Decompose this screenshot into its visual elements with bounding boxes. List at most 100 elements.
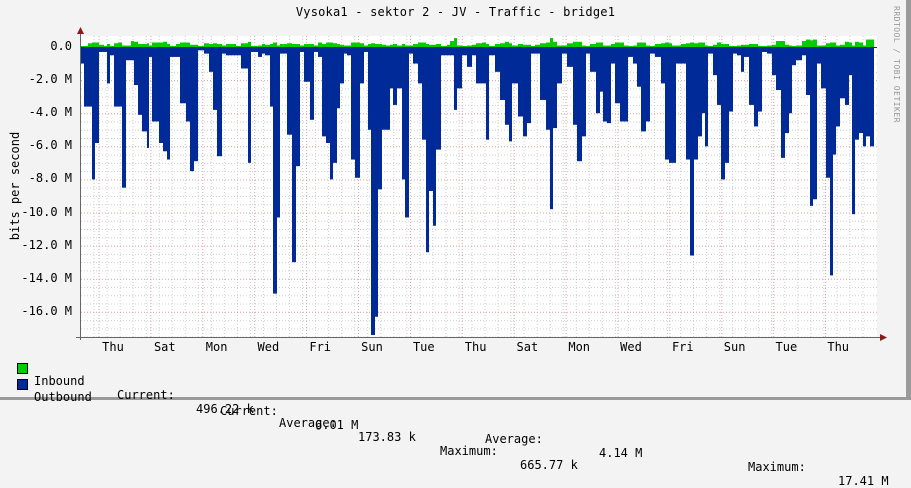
outbound-bar — [550, 47, 553, 210]
inbound-bar — [142, 44, 147, 47]
outbound-bar — [99, 47, 104, 52]
outbound-bar — [450, 47, 454, 56]
inbound-bar — [287, 43, 292, 47]
outbound-bar — [405, 47, 409, 218]
outbound-bar — [280, 47, 287, 54]
outbound-bar — [222, 47, 226, 54]
outbound-bar — [646, 47, 650, 122]
outbound-bar — [107, 47, 110, 84]
outbound-bar — [762, 47, 767, 52]
outbound-bar — [624, 47, 628, 122]
outbound-bar — [628, 47, 633, 57]
outbound-bar — [741, 47, 744, 72]
inbound-bar — [810, 40, 813, 47]
outbound-bar — [830, 47, 833, 276]
inbound-bar — [476, 43, 482, 47]
x-tick-label: Sat — [516, 340, 539, 354]
outbound-bar — [833, 47, 836, 155]
legend-outbound-row: Outbound Current: 6.01 M Average: 4.14 M… — [18, 376, 889, 488]
inbound-bar — [855, 41, 859, 47]
inbound-bar — [694, 43, 698, 47]
inbound-bar — [104, 46, 107, 47]
outbound-bar — [737, 47, 741, 56]
inbound-bar — [217, 44, 222, 47]
outbound-bar — [596, 47, 600, 114]
outbound-bar — [717, 47, 721, 105]
outbound-bar — [134, 47, 138, 86]
outbound-bar — [489, 47, 495, 56]
legend-outbound-label: Outbound — [34, 390, 92, 404]
inbound-bar — [450, 41, 454, 47]
inbound-bar — [669, 43, 672, 47]
outbound-bar — [84, 47, 88, 107]
outbound-bar — [573, 47, 577, 125]
x-tick-label: Thu — [102, 340, 124, 354]
inbound-bar — [586, 46, 590, 47]
inbound-bar — [273, 42, 277, 47]
inbound-bar — [258, 45, 262, 47]
inbound-bar — [209, 44, 213, 47]
inbound-bar — [836, 45, 840, 47]
inbound-bar — [512, 45, 518, 47]
y-tick-label: -10.0 M — [21, 204, 72, 219]
inbound-bar — [646, 45, 650, 47]
inbound-bar — [849, 42, 852, 47]
inbound-bar — [729, 46, 733, 47]
inbound-bar — [409, 45, 413, 47]
outbound-bar — [754, 47, 758, 127]
outbound-bar — [368, 47, 371, 130]
inbound-bar — [633, 45, 637, 47]
outbound-bar — [386, 47, 390, 130]
inbound-bar — [99, 44, 104, 47]
inbound-bar — [705, 45, 708, 47]
inbound-bar — [176, 44, 180, 47]
outbound-bar — [429, 47, 433, 191]
outbound-bar — [744, 47, 749, 57]
inbound-bar — [785, 44, 789, 47]
inbound-bar — [650, 46, 655, 47]
outbound-bar — [708, 47, 713, 54]
outbound-bar — [270, 47, 273, 107]
inbound-bar — [821, 45, 826, 47]
outbound-bar — [776, 47, 781, 91]
outbound-bar — [277, 47, 280, 218]
rrdtool-watermark: RRDTOOL / TOBI OETIKER — [892, 6, 901, 123]
outbound-bar — [92, 47, 95, 180]
outbound-bar — [273, 47, 277, 294]
outbound-bar — [81, 47, 84, 64]
inbound-bar — [713, 44, 717, 47]
inbound-bar — [149, 45, 152, 47]
inbound-bar — [360, 43, 364, 47]
inbound-bar — [767, 45, 772, 47]
inbound-bar — [226, 44, 232, 47]
y-tick-label: -6.0 M — [28, 138, 72, 153]
x-tick-label: Tue — [412, 340, 435, 354]
outbound-bar — [422, 47, 426, 140]
inbound-bar — [467, 45, 472, 47]
inbound-bar — [859, 42, 863, 47]
inbound-bar — [567, 43, 573, 47]
outbound-bar — [122, 47, 126, 188]
outbound-bar — [170, 47, 176, 57]
outbound-bar — [232, 47, 236, 56]
outbound-bar — [378, 47, 382, 190]
outbound-bar — [402, 47, 405, 180]
inbound-bar — [796, 45, 802, 47]
outbound-bar — [562, 47, 567, 54]
outbound-bar — [721, 47, 725, 180]
x-tick-label: Thu — [827, 340, 850, 354]
outbound-bar — [163, 47, 167, 152]
inbound-bar — [681, 44, 686, 47]
outbound-bar — [781, 47, 785, 158]
inbound-bar — [641, 42, 646, 47]
inbound-bar — [717, 42, 721, 47]
inbound-bar — [322, 44, 326, 47]
outbound-bar — [733, 47, 737, 54]
outbound-bar — [615, 47, 620, 104]
inbound-bar — [393, 44, 397, 47]
inbound-bar — [280, 44, 287, 47]
outbound-bar — [310, 47, 314, 120]
outbound-bar — [241, 47, 248, 69]
inbound-bar — [505, 41, 509, 47]
inbound-bar — [830, 42, 833, 47]
